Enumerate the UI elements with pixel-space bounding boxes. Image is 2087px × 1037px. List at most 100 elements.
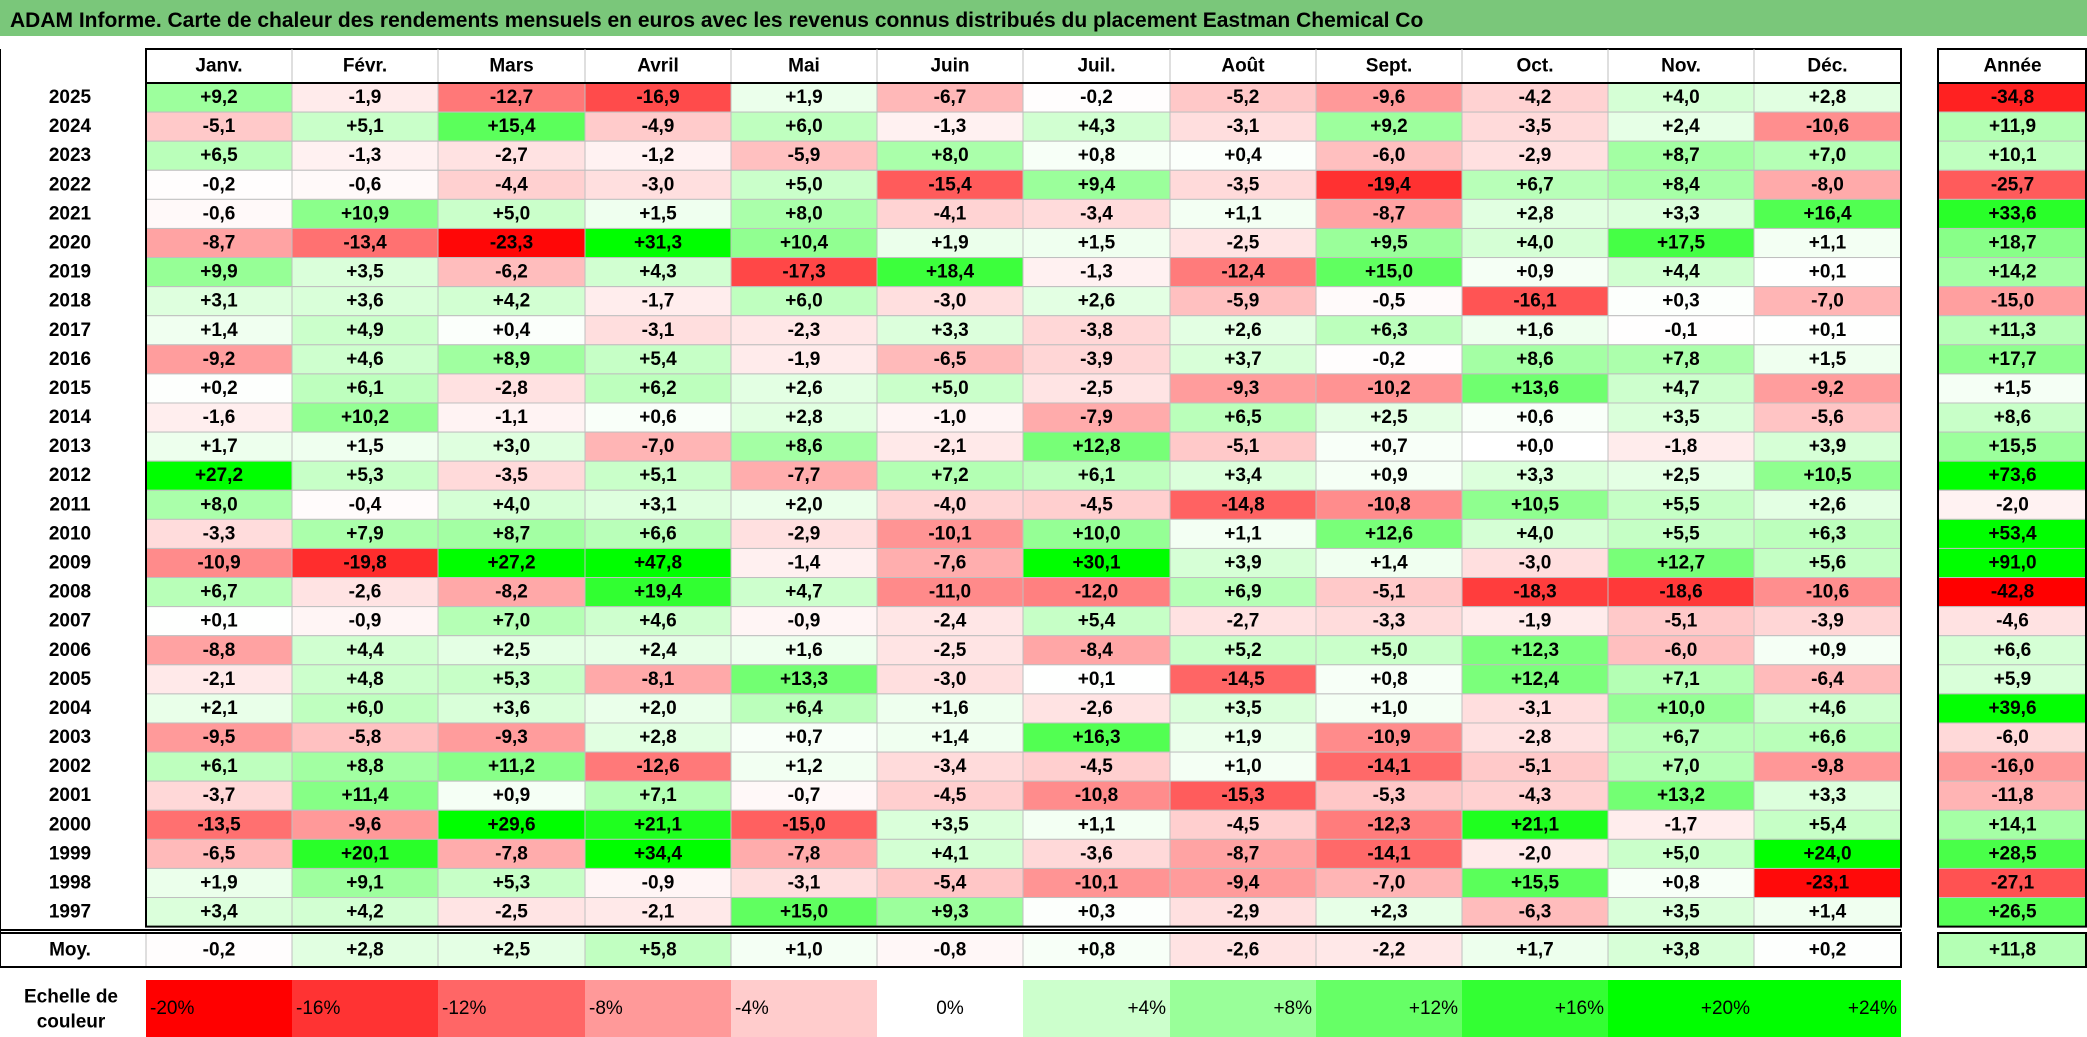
heatmap-cell	[584, 693, 732, 724]
year-label: 2018	[49, 291, 91, 312]
cell-value: -2,5	[1080, 378, 1113, 399]
heatmap-cell	[1315, 169, 1463, 200]
cell-value: +8,0	[200, 494, 238, 515]
cell-value: +1,6	[1516, 320, 1554, 341]
heatmap-cell	[1315, 606, 1463, 637]
heatmap-cell	[584, 606, 732, 637]
heatmap-cell	[1607, 489, 1755, 520]
cell-value: +1,0	[1224, 756, 1262, 777]
cell-value: +34,4	[634, 843, 683, 864]
heatmap-cell	[876, 198, 1024, 229]
cell-value: +0,4	[1224, 145, 1262, 166]
cell-value: +4,8	[346, 669, 384, 690]
heatmap-cell	[730, 547, 878, 579]
average-label: Moy.	[49, 940, 91, 961]
heatmap-cell	[1022, 693, 1171, 724]
cell-value: -4,5	[1080, 756, 1113, 777]
average-cell	[1607, 932, 1755, 968]
month-header: Août	[1221, 56, 1265, 77]
annual-cell	[1937, 460, 2087, 491]
cell-value: +3,3	[931, 320, 969, 341]
cell-value: -0,9	[349, 611, 382, 632]
annual-cell	[1937, 664, 2087, 695]
cell-value: -2,7	[495, 145, 528, 166]
annual-value: +14,2	[1988, 262, 2036, 283]
heatmap-cell	[437, 460, 586, 491]
heatmap-cell	[730, 664, 878, 695]
cell-value: +47,8	[634, 552, 682, 573]
cell-value: -7,0	[642, 436, 675, 457]
annual-cell	[1937, 577, 2087, 608]
heatmap-cell	[1607, 606, 1755, 637]
cell-value: +4,7	[785, 582, 823, 603]
cell-value: -1,7	[1665, 814, 1698, 835]
heatmap-cell	[584, 809, 732, 840]
cell-value: -1,2	[642, 145, 675, 166]
heatmap-cell	[584, 82, 732, 113]
heatmap-cell	[1315, 518, 1463, 549]
cell-value: +1,5	[346, 436, 384, 457]
annual-cell	[1937, 315, 2087, 346]
heatmap-cell	[1607, 344, 1755, 375]
cell-value: -7,9	[1080, 407, 1113, 428]
heatmap-cell	[1022, 664, 1171, 695]
cell-value: +7,1	[1662, 669, 1700, 690]
heatmap-cell	[1461, 402, 1609, 433]
cell-value: -1,3	[349, 145, 382, 166]
heatmap-cell	[1753, 286, 1902, 317]
scale-swatch	[292, 980, 438, 1037]
cell-value: +0,7	[1370, 436, 1408, 457]
annual-header: Année	[1983, 56, 2041, 77]
heatmap-cell	[1315, 198, 1463, 229]
cell-value: +6,1	[200, 756, 238, 777]
heatmap-cell	[1022, 635, 1171, 666]
annual-value: +17,7	[1988, 349, 2036, 370]
scale-step-label: +24%	[1848, 998, 1897, 1019]
cell-value: +3,0	[493, 436, 531, 457]
cell-value: +3,9	[1809, 436, 1847, 457]
cell-value: +8,8	[346, 756, 384, 777]
cell-value: -14,5	[1221, 669, 1265, 690]
cell-value: +3,5	[346, 262, 384, 283]
cell-value: +6,6	[639, 523, 677, 544]
cell-value: +4,9	[346, 320, 384, 341]
annual-header-frame	[1937, 48, 2087, 84]
cell-value: +3,6	[493, 698, 531, 719]
scale-step-label: +4%	[1127, 998, 1166, 1019]
heatmap-cell	[1169, 664, 1317, 695]
heatmap-cell	[730, 780, 878, 811]
cell-value: -2,8	[495, 378, 528, 399]
cell-value: +2,5	[1662, 465, 1700, 486]
cell-value: +0,1	[1809, 262, 1847, 283]
heatmap-cell	[1461, 897, 1609, 928]
cell-value: +1,5	[1809, 349, 1847, 370]
cell-value: -1,3	[1080, 262, 1113, 283]
scale-swatch	[1608, 980, 1754, 1037]
heatmap-cell	[1461, 722, 1609, 753]
cell-value: -1,3	[934, 116, 967, 137]
annual-cell	[1937, 518, 2087, 549]
cell-value: -7,8	[788, 843, 821, 864]
cell-value: +2,8	[785, 407, 823, 428]
annual-value: -11,8	[1991, 785, 2033, 806]
cell-value: +6,5	[200, 145, 238, 166]
cell-value: +27,2	[195, 465, 243, 486]
cell-value: +2,5	[1370, 407, 1408, 428]
heatmap-cell	[730, 431, 878, 462]
cell-value: +5,0	[785, 174, 823, 195]
average-cell	[730, 932, 878, 968]
chart-title: ADAM Informe. Carte de chaleur des rende…	[10, 9, 1423, 32]
month-header: Oct.	[1517, 56, 1554, 77]
cell-value: -10,8	[1367, 494, 1410, 515]
scale-swatch	[731, 980, 877, 1037]
year-label: 2003	[49, 727, 91, 748]
cell-value: +5,3	[346, 465, 384, 486]
heatmap-cell	[291, 577, 439, 608]
heatmap-cell	[1753, 315, 1902, 346]
cell-value: -4,0	[934, 494, 967, 515]
heatmap-cell	[1607, 518, 1755, 549]
heatmap-cell	[730, 722, 878, 753]
cell-value: +5,0	[493, 203, 531, 224]
year-label: 2011	[49, 494, 91, 515]
cell-value: -5,1	[1665, 611, 1698, 632]
